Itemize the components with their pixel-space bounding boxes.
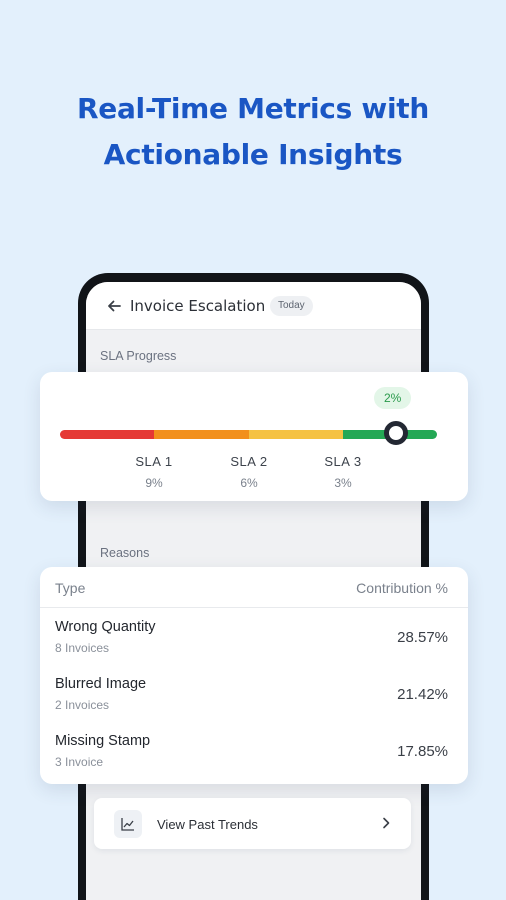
reason-contribution: 17.85% xyxy=(397,743,448,760)
view-past-trends-button[interactable]: View Past Trends xyxy=(94,798,411,849)
reasons-table-card: Type Contribution % Wrong Quantity 8 Inv… xyxy=(40,567,468,784)
chevron-right-icon xyxy=(383,817,390,829)
table-row[interactable]: Wrong Quantity 8 Invoices 28.57% xyxy=(40,619,468,675)
reason-contribution: 28.57% xyxy=(397,629,448,646)
sla-progress-label: SLA Progress xyxy=(100,349,177,363)
view-past-trends-label: View Past Trends xyxy=(157,817,258,832)
table-header: Type Contribution % xyxy=(40,567,468,608)
trend-chart-icon xyxy=(114,810,142,838)
table-row[interactable]: Blurred Image 2 Invoices 21.42% xyxy=(40,676,468,732)
sla-level-label: SLA 1 xyxy=(135,454,173,469)
sla-bar-segment-red xyxy=(60,430,154,439)
sla-level-value: 9% xyxy=(145,476,163,490)
headline-line-2: Actionable Insights xyxy=(103,138,403,171)
sla-level-label: SLA 2 xyxy=(230,454,268,469)
sla-level-value: 6% xyxy=(240,476,258,490)
back-arrow-icon[interactable] xyxy=(105,297,123,315)
current-sla-percentage-badge: 2% xyxy=(374,387,412,409)
reason-contribution: 21.42% xyxy=(397,686,448,703)
headline: Real-Time Metrics with Actionable Insigh… xyxy=(0,86,506,178)
column-header-contribution: Contribution % xyxy=(356,580,448,596)
reason-name: Missing Stamp xyxy=(55,733,151,749)
date-filter-chip[interactable]: Today xyxy=(270,296,313,316)
sla-progress-card: 2% SLA 1 9% SLA 2 6% SLA 3 3% xyxy=(40,372,468,501)
reason-invoice-count: 3 Invoice xyxy=(55,755,104,769)
table-row[interactable]: Missing Stamp 3 Invoice 17.85% xyxy=(40,733,468,789)
column-header-type: Type xyxy=(55,580,86,596)
page-title: Invoice Escalation xyxy=(130,297,266,315)
reason-name: Wrong Quantity xyxy=(55,619,156,635)
sla-bar-segment-orange xyxy=(154,430,249,439)
sla-level-label: SLA 3 xyxy=(324,454,362,469)
reason-invoice-count: 8 Invoices xyxy=(55,641,110,655)
reasons-label: Reasons xyxy=(100,546,150,560)
reason-invoice-count: 2 Invoices xyxy=(55,698,110,712)
headline-line-1: Real-Time Metrics with xyxy=(77,92,429,125)
sla-progress-indicator xyxy=(384,421,408,445)
reason-name: Blurred Image xyxy=(55,676,147,692)
sla-bar-segment-yellow xyxy=(249,430,343,439)
sla-level-value: 3% xyxy=(334,476,352,490)
app-bar: Invoice Escalation Today xyxy=(86,282,421,330)
